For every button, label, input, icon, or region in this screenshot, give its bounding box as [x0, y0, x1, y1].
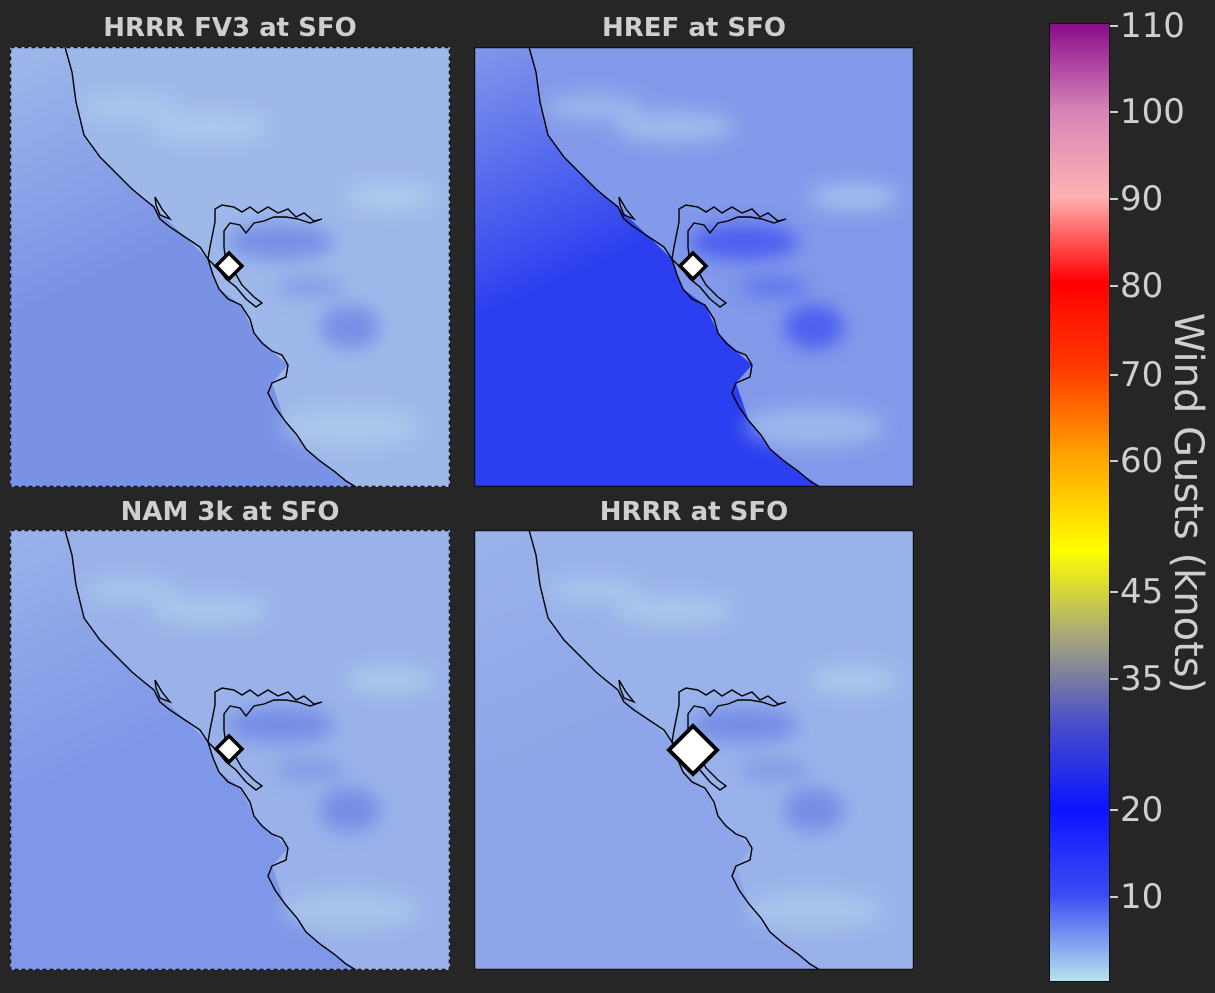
coastline [64, 47, 357, 487]
coastline [528, 530, 821, 970]
colorbar-tick [1110, 896, 1118, 898]
colorbar-tick [1110, 198, 1118, 200]
colorbar-tick-label: 110 [1120, 6, 1185, 46]
panel-title-hrrr: HRRR at SFO [599, 497, 789, 527]
bay-inlet [618, 679, 637, 704]
colorbar-tick-label: 80 [1120, 266, 1164, 306]
colorbar-tick-label: 60 [1120, 441, 1164, 481]
panel-title-nam-3k: NAM 3k at SFO [120, 497, 340, 527]
map-panel-nam-3k [10, 530, 450, 970]
colorbar-tick-label: 90 [1120, 179, 1164, 219]
colorbar-tick [1110, 285, 1118, 287]
colorbar-tick [1110, 460, 1118, 462]
colorbar-tick [1110, 25, 1118, 27]
map-frame [474, 530, 914, 970]
colorbar-label: Wind Gusts (knots) [1165, 312, 1211, 694]
map-panel-hrrr [474, 530, 914, 970]
colorbar-tick-label: 70 [1120, 355, 1164, 395]
coastline [528, 47, 821, 487]
colorbar-tick-label: 20 [1120, 790, 1164, 830]
colorbar-tick-label: 100 [1120, 92, 1185, 132]
colorbar-tick-label: 10 [1120, 877, 1164, 917]
wind-field [80, 93, 435, 447]
colorbar-tick-label: 45 [1120, 572, 1164, 612]
sfo-station-marker-icon [213, 250, 245, 282]
map-frame [10, 530, 450, 970]
colorbar-tick [1110, 591, 1118, 593]
coastline [64, 530, 357, 970]
ocean-field [10, 530, 356, 970]
wind-field [80, 576, 435, 930]
sfo-station-marker-icon [213, 733, 245, 765]
colorbar-tick [1110, 678, 1118, 680]
colorbar-tick [1110, 111, 1118, 113]
bay-outline [671, 687, 787, 791]
panel-title-hrrr-fv3: HRRR FV3 at SFO [103, 13, 357, 43]
bay-inlet [618, 196, 637, 221]
ocean-field [474, 47, 820, 487]
map-frame [474, 47, 914, 487]
sfo-station-marker-icon [666, 723, 720, 777]
bay-outline [207, 204, 323, 308]
sfo-station-marker-icon [677, 250, 709, 282]
map-panel-href [474, 47, 914, 487]
ocean-field [10, 47, 356, 487]
ocean-field [474, 530, 820, 970]
panel-title-href: HREF at SFO [602, 13, 786, 43]
colorbar [1049, 23, 1110, 982]
bay-inlet [154, 679, 173, 704]
colorbar-tick [1110, 374, 1118, 376]
bay-inlet [154, 196, 173, 221]
bay-outline [207, 687, 323, 791]
colorbar-tick-label: 35 [1120, 659, 1164, 699]
map-panel-hrrr-fv3 [10, 47, 450, 487]
map-frame [10, 47, 450, 487]
bay-outline [671, 204, 787, 308]
wind-field [544, 93, 899, 447]
wind-field [544, 576, 899, 930]
colorbar-tick [1110, 809, 1118, 811]
